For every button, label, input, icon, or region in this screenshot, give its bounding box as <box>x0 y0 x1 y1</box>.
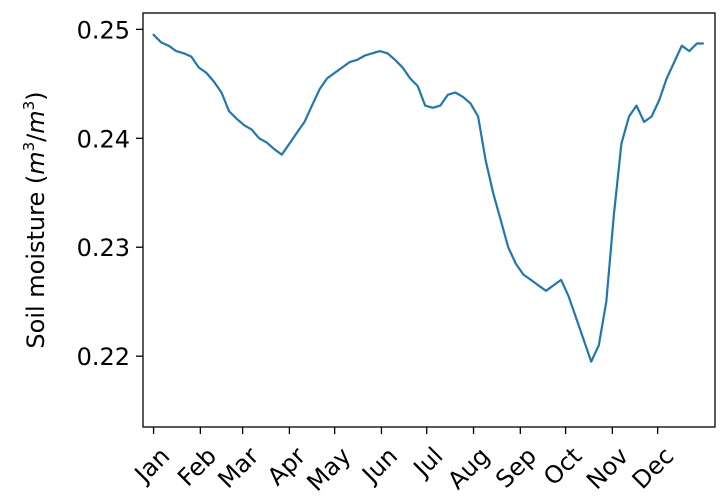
x-tick-label: Sep <box>490 442 542 494</box>
y-label-exp2: 3 <box>20 101 38 111</box>
x-tick-label: Jan <box>128 442 175 489</box>
x-tick-label: Feb <box>172 442 222 492</box>
plot-area <box>142 12 716 428</box>
axes-frame <box>142 12 716 428</box>
x-tick-label: Dec <box>627 442 680 495</box>
y-label-unit-m2: m <box>22 110 50 133</box>
x-tick-label: Jul <box>407 442 449 484</box>
y-axis: 0.22 0.23 0.24 0.25 <box>77 16 143 371</box>
y-tick-label: 0.24 <box>77 125 130 153</box>
series-line <box>152 33 704 363</box>
x-tick-label: May <box>301 442 356 497</box>
x-tick-label: Jun <box>355 442 403 490</box>
x-tick-label: Apr <box>262 442 311 491</box>
y-label-unit-m1: m <box>22 151 50 174</box>
y-axis-label: Soil moisture (m3/m3) <box>20 91 50 348</box>
y-label-sep: / <box>22 133 50 142</box>
y-tick-label: 0.23 <box>77 234 130 262</box>
y-label-close: ) <box>22 91 50 100</box>
x-tick-label: Mar <box>212 442 264 494</box>
y-tick-label: 0.22 <box>77 343 130 371</box>
y-label-text: Soil moisture ( <box>22 175 50 349</box>
y-label-exp1: 3 <box>20 142 38 152</box>
x-tick-label: Oct <box>538 442 587 491</box>
x-tick-label: Aug <box>442 442 495 495</box>
x-tick-label: Nov <box>581 442 634 495</box>
y-tick-label: 0.25 <box>77 16 130 44</box>
